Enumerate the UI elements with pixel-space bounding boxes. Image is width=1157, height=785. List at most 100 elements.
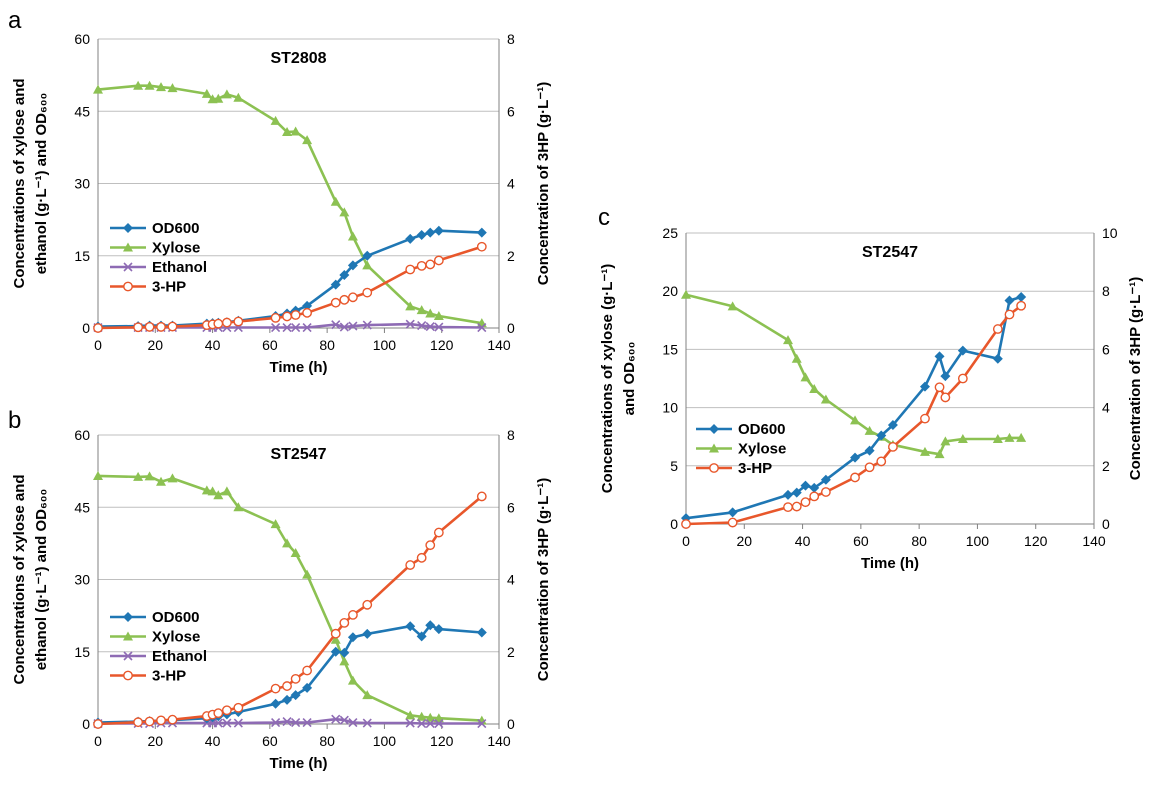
legend: OD600 Xylose 3-HP — [696, 421, 786, 477]
x-tick-label: 0 — [94, 733, 102, 749]
data-point-3-hp — [425, 540, 436, 551]
y-left-axis-label: ethanol (g·L⁻¹) and OD₆₀₀ — [33, 489, 50, 671]
x-tick-label: 120 — [430, 337, 454, 353]
data-point-ethanol — [222, 718, 232, 728]
legend-marker-od600 — [123, 612, 133, 622]
data-point-xylose — [156, 82, 167, 92]
data-point-xylose — [93, 470, 103, 480]
data-point-xylose — [362, 260, 373, 270]
y-left-tick-label: 20 — [662, 283, 678, 299]
y-left-tick-label: 0 — [82, 716, 90, 732]
data-point-3-hp — [221, 317, 232, 328]
data-point-ethanol — [233, 718, 243, 728]
data-point-od600 — [339, 270, 350, 281]
x-tick-label: 80 — [319, 337, 335, 353]
y-left-tick-label: 60 — [74, 31, 90, 47]
data-point-od600 — [302, 300, 313, 311]
data-point-xylose — [201, 485, 212, 495]
x-tick-label: 140 — [487, 337, 511, 353]
data-point-xylose — [362, 690, 373, 700]
data-point-od600 — [783, 489, 793, 500]
data-point-3-hp — [1004, 309, 1015, 320]
data-point-3-hp — [290, 673, 301, 684]
y-right-tick-label: 0 — [507, 716, 515, 732]
data-point-od600 — [416, 230, 427, 241]
data-point-od600 — [1016, 292, 1027, 303]
y-left-tick-label: 15 — [74, 644, 90, 660]
y-left-tick-label: 15 — [74, 248, 90, 264]
data-point-3-hp — [348, 292, 358, 303]
data-point-xylose — [282, 538, 293, 548]
data-point-3-hp — [957, 373, 968, 384]
data-point-ethanol — [271, 322, 281, 333]
x-tick-label: 0 — [94, 337, 102, 353]
legend-label-3-hp: 3-HP — [152, 279, 186, 296]
y-left-tick-label: 25 — [662, 225, 678, 241]
data-point-3-hp — [425, 259, 436, 270]
data-point-3-hp — [93, 323, 103, 333]
data-point-3-hp — [362, 599, 373, 610]
data-point-3-hp — [820, 487, 831, 497]
data-point-od600 — [405, 621, 416, 632]
data-point-3-hp — [433, 527, 444, 538]
series-line-3-hp — [685, 304, 1022, 526]
data-point-3-hp — [809, 491, 820, 502]
data-point-ethanol — [213, 718, 223, 728]
data-point-xylose — [934, 449, 945, 459]
data-point-od600 — [362, 628, 373, 639]
y-left-axis-label: ethanol (g·L⁻¹) and OD₆₀₀ — [33, 93, 50, 275]
x-tick-label: 80 — [319, 733, 335, 749]
data-point-od600 — [330, 646, 341, 657]
y-right-axis-label: Concentration of 3HP (g·L⁻¹) — [535, 82, 552, 285]
series-line-xylose — [685, 293, 1022, 456]
data-point-xylose — [681, 289, 691, 299]
legend-label-od600: OD600 — [152, 609, 200, 626]
data-point-3-hp — [876, 456, 887, 467]
data-point-xylose — [270, 519, 281, 529]
data-point-ethanol — [434, 322, 444, 332]
legend-marker-3-hp — [123, 670, 133, 681]
data-point-ethanol — [425, 321, 435, 332]
data-point-xylose — [864, 425, 875, 435]
data-point-xylose — [783, 335, 793, 345]
data-point-xylose — [416, 711, 427, 721]
data-point-3-hp — [330, 628, 341, 639]
data-point-xylose — [992, 434, 1003, 444]
data-point-ethanol — [339, 715, 349, 725]
data-point-ethanol — [282, 717, 292, 727]
data-point-xylose — [425, 712, 436, 722]
x-tick-label: 60 — [853, 533, 869, 549]
data-point-od600 — [302, 682, 313, 693]
data-point-od600 — [850, 452, 861, 463]
data-point-xylose — [167, 83, 178, 93]
y-left-tick-label: 45 — [74, 499, 90, 515]
y-left-axis-label: and OD₆₀₀ — [621, 342, 638, 416]
data-point-od600 — [919, 381, 930, 392]
y-left-axis-label: Concentrations of xylose and — [11, 474, 28, 684]
x-tick-label: 20 — [147, 337, 163, 353]
x-tick-label: 120 — [430, 733, 454, 749]
y-right-tick-label: 4 — [507, 572, 515, 588]
y-right-tick-label: 2 — [507, 248, 515, 264]
data-point-xylose — [957, 434, 968, 444]
data-point-od600 — [791, 487, 802, 498]
data-point-xylose — [207, 486, 218, 496]
panel-letter-c: c — [598, 204, 610, 231]
x-tick-label: 100 — [966, 533, 990, 549]
data-point-od600 — [290, 690, 301, 701]
data-point-od600 — [727, 507, 738, 518]
data-point-xylose — [1004, 432, 1015, 442]
data-point-od600 — [992, 353, 1003, 364]
y-left-tick-label: 30 — [74, 572, 90, 588]
data-point-3-hp — [221, 705, 232, 716]
data-point-ethanol — [331, 320, 341, 330]
data-point-3-hp — [133, 717, 144, 728]
y-left-tick-label: 5 — [670, 458, 678, 474]
data-point-3-hp — [290, 310, 301, 320]
data-point-od600 — [362, 250, 373, 261]
legend-marker-od600 — [123, 223, 133, 233]
data-point-3-hp — [348, 610, 358, 620]
data-point-od600 — [416, 631, 427, 642]
